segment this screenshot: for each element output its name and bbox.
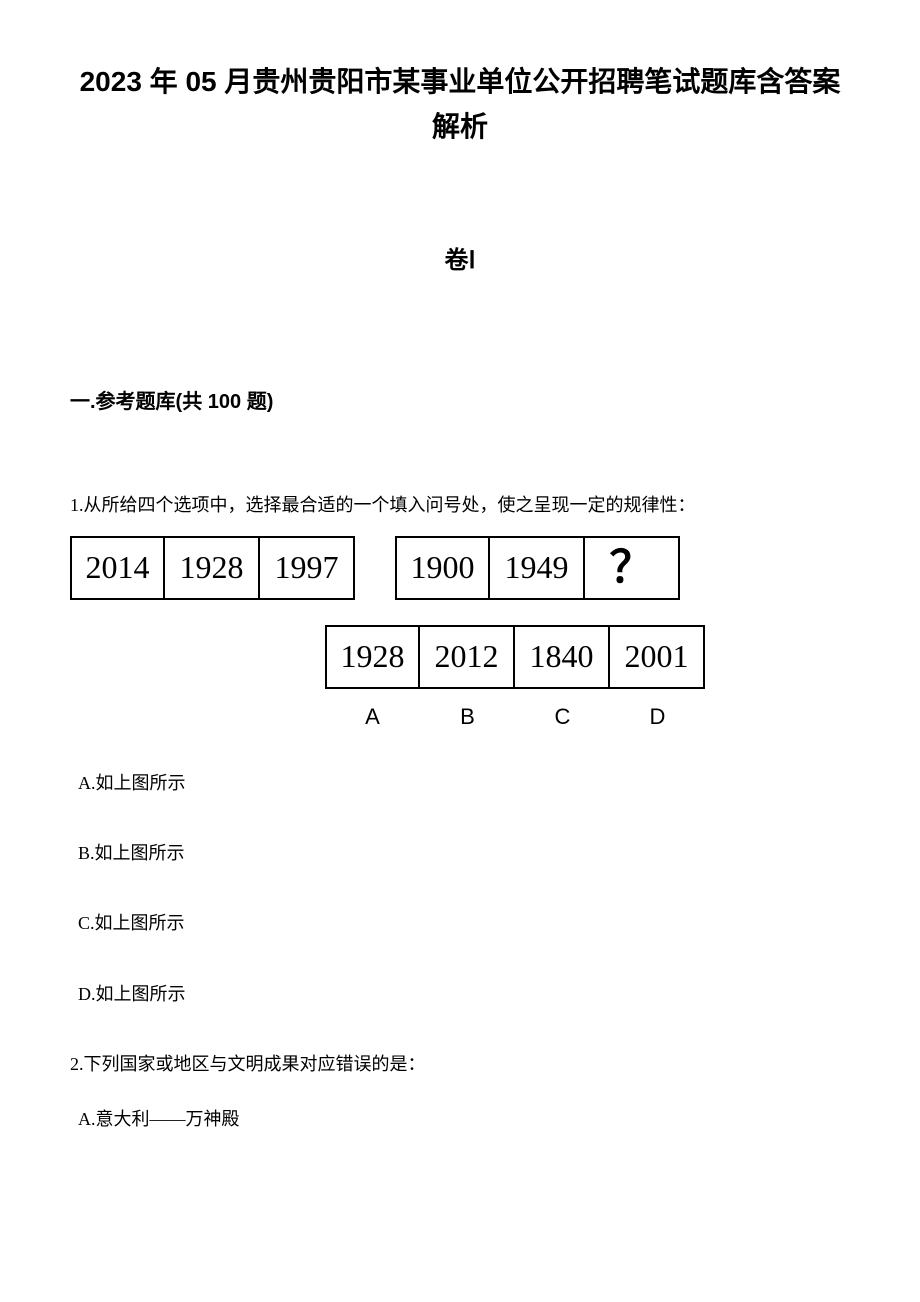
number-box: 1900 (395, 536, 490, 600)
question-1-figure: 2014 1928 1997 1900 1949 ？ 1928 2012 184… (70, 536, 850, 737)
option-b: B.如上图所示 (70, 837, 850, 869)
number-box: 1928 (165, 536, 260, 600)
answer-option-box: 2012 (420, 625, 515, 689)
question-2-text: 2.下列国家或地区与文明成果对应错误的是： (70, 1048, 850, 1080)
answer-label: C (515, 697, 610, 737)
question-1-text: 1.从所给四个选项中，选择最合适的一个填入问号处，使之呈现一定的规律性： (70, 489, 850, 521)
number-box: 1997 (260, 536, 355, 600)
number-box: 2014 (70, 536, 165, 600)
option-d: D.如上图所示 (70, 978, 850, 1010)
question-1: 1.从所给四个选项中，选择最合适的一个填入问号处，使之呈现一定的规律性： 201… (70, 489, 850, 1011)
figure-group-1: 2014 1928 1997 (70, 536, 355, 600)
answer-label: D (610, 697, 705, 737)
answer-label: A (325, 697, 420, 737)
option-c: C.如上图所示 (70, 907, 850, 939)
figure-answer-options: 1928 2012 1840 2001 (325, 625, 705, 689)
answer-option-box: 1840 (515, 625, 610, 689)
page-title: 2023 年 05 月贵州贵阳市某事业单位公开招聘笔试题库含答案解析 (70, 60, 850, 150)
figure-answer-labels: A B C D (325, 697, 705, 737)
volume-label: 卷Ⅰ (70, 240, 850, 275)
figure-row-1: 2014 1928 1997 1900 1949 ？ (70, 536, 850, 600)
figure-group-2: 1900 1949 ？ (395, 536, 680, 600)
question-2: 2.下列国家或地区与文明成果对应错误的是： A.意大利——万神殿 (70, 1048, 850, 1135)
answer-label: B (420, 697, 515, 737)
section-header: 一.参考题库(共 100 题) (70, 385, 850, 414)
question-mark-box: ？ (585, 536, 680, 600)
answer-option-box: 2001 (610, 625, 705, 689)
figure-row-2-wrapper: 1928 2012 1840 2001 A B C D (180, 625, 850, 737)
answer-option-box: 1928 (325, 625, 420, 689)
option-a: A.如上图所示 (70, 767, 850, 799)
question-1-options: A.如上图所示 B.如上图所示 C.如上图所示 D.如上图所示 (70, 767, 850, 1011)
number-box: 1949 (490, 536, 585, 600)
question-mark-icon: ？ (610, 528, 654, 607)
question-2-option-a: A.意大利——万神殿 (70, 1103, 850, 1135)
